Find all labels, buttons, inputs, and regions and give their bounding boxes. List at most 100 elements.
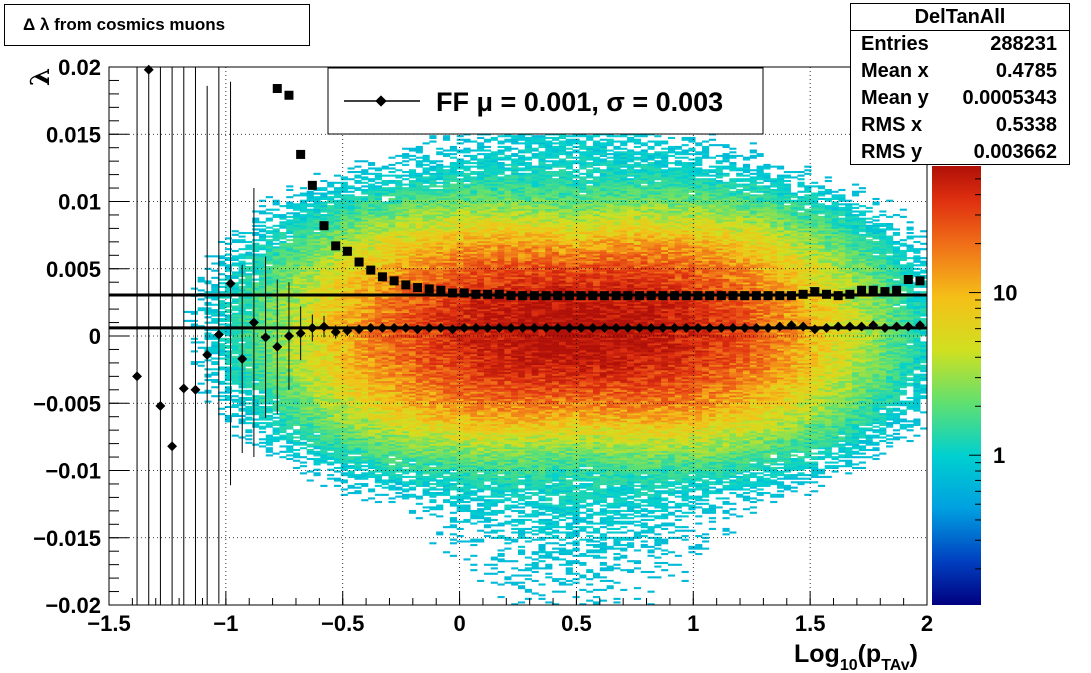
heatmap-cell xyxy=(354,377,362,380)
heatmap-cell xyxy=(279,231,287,235)
heatmap-cell xyxy=(320,402,328,405)
heatmap-cell xyxy=(320,258,328,261)
heatmap-cell xyxy=(286,248,294,251)
heatmap-cell xyxy=(429,179,437,183)
heatmap-cell xyxy=(395,185,403,188)
heatmap-cell xyxy=(354,357,362,360)
heatmap-cell xyxy=(224,382,232,385)
heatmap-cell xyxy=(429,377,437,380)
heatmap-cell xyxy=(299,427,307,430)
heatmap-cell xyxy=(258,330,267,333)
heatmap-cell xyxy=(354,239,362,242)
heatmap-cell xyxy=(381,396,389,400)
heatmap-cell xyxy=(361,355,369,358)
heatmap-cell xyxy=(258,244,267,247)
heatmap-cell xyxy=(388,246,396,249)
heatmap-cell xyxy=(415,217,423,220)
heatmap-cell xyxy=(395,370,403,373)
heatmap-cell xyxy=(347,443,355,446)
heatmap-cell xyxy=(320,364,328,367)
heatmap-cell xyxy=(402,456,410,459)
heatmap-cell xyxy=(299,219,307,222)
heatmap-cell xyxy=(354,468,362,471)
heatmap-cell xyxy=(320,352,328,355)
heatmap-cell xyxy=(306,396,314,400)
heatmap-cell xyxy=(265,319,273,322)
heatmap-cell xyxy=(408,355,417,358)
heatmap-cell xyxy=(252,339,260,342)
heatmap-cell xyxy=(245,364,253,367)
heatmap-cell xyxy=(340,352,348,355)
heatmap-cell xyxy=(402,404,410,407)
heatmap-cell xyxy=(429,370,437,373)
heatmap-cell xyxy=(436,493,444,496)
heatmap-cell xyxy=(408,447,417,450)
heatmap-cell xyxy=(415,362,423,365)
heatmap-cell xyxy=(443,400,451,403)
heatmap-cell xyxy=(293,395,301,398)
heatmap-cell xyxy=(395,382,403,385)
heatmap-cell xyxy=(402,240,410,244)
heatmap-cell xyxy=(333,251,342,254)
heatmap-cell xyxy=(258,341,267,344)
heatmap-cell xyxy=(306,404,314,407)
heatmap-cell xyxy=(293,214,301,217)
heatmap-cell xyxy=(340,257,348,260)
heatmap-cell xyxy=(395,398,403,401)
heatmap-cell xyxy=(279,217,287,220)
heatmap-cell xyxy=(333,215,342,218)
heatmap-cell xyxy=(374,459,382,462)
heatmap-cell xyxy=(286,447,294,450)
heatmap-cell xyxy=(436,264,444,267)
heatmap-cell xyxy=(368,389,376,392)
heatmap-cell xyxy=(368,362,376,365)
heatmap-cell xyxy=(320,427,328,430)
heatmap-cell xyxy=(245,248,253,251)
heatmap-cell xyxy=(374,359,382,362)
heatmap-cell xyxy=(415,472,423,475)
heatmap-cell xyxy=(224,309,232,312)
heatmap-cell xyxy=(258,221,267,224)
heatmap-cell xyxy=(374,206,382,209)
heatmap-cell xyxy=(443,386,451,389)
heatmap-cell xyxy=(354,362,362,365)
heatmap-cell xyxy=(354,206,362,209)
heatmap-cell xyxy=(381,183,389,186)
heatmap-cell xyxy=(279,436,287,439)
heatmap-cell xyxy=(347,194,355,197)
heatmap-cell xyxy=(245,269,253,272)
heatmap-cell xyxy=(408,438,417,441)
heatmap-cell xyxy=(327,221,335,224)
heatmap-cell xyxy=(395,199,403,202)
heatmap-cell xyxy=(429,301,437,305)
heatmap-cell xyxy=(395,409,403,412)
heatmap-cell xyxy=(299,318,307,321)
heatmap-cell xyxy=(415,192,423,195)
heatmap-cell xyxy=(231,273,239,276)
heatmap-cell xyxy=(408,414,417,417)
heatmap-cell xyxy=(395,314,403,317)
heatmap-cell xyxy=(286,287,294,290)
heatmap-cell xyxy=(258,405,267,409)
heatmap-cell xyxy=(211,296,219,299)
heatmap-cell xyxy=(415,350,423,353)
heatmap-cell xyxy=(361,287,369,290)
heatmap-cell xyxy=(429,183,437,186)
heatmap-cell xyxy=(340,416,348,419)
heatmap-cell xyxy=(197,278,205,281)
heatmap-cell xyxy=(279,366,287,369)
heatmap-cell xyxy=(279,420,287,423)
heatmap-cell xyxy=(231,405,239,409)
heatmap-cell xyxy=(415,456,423,459)
heatmap-cell xyxy=(395,423,403,426)
heatmap-cell xyxy=(279,348,287,351)
heatmap-cell xyxy=(258,314,267,317)
heatmap-cell xyxy=(415,208,423,211)
heatmap-cell xyxy=(211,321,219,324)
heatmap-cell xyxy=(408,221,417,224)
heatmap-cell xyxy=(402,344,410,348)
heatmap-cell xyxy=(245,267,253,270)
heatmap-cell xyxy=(238,260,246,263)
heatmap-cell xyxy=(422,319,430,322)
heatmap-cell xyxy=(361,346,369,349)
